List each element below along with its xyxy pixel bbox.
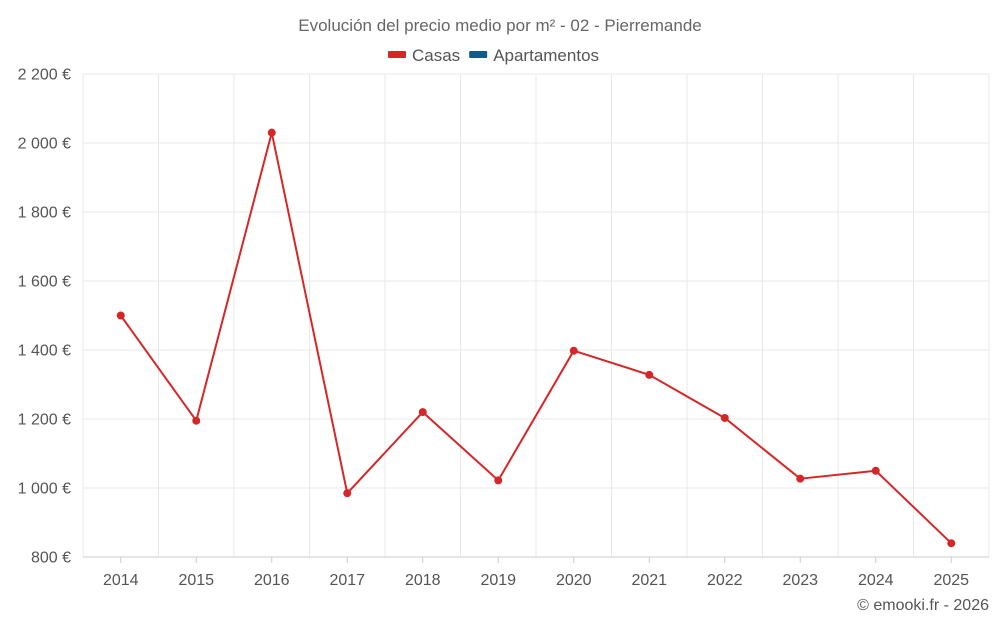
legend-label: Casas bbox=[412, 46, 460, 65]
data-point[interactable] bbox=[418, 408, 427, 417]
chart-title: Evolución del precio medio por m² - 02 -… bbox=[298, 16, 701, 35]
data-point[interactable] bbox=[720, 413, 729, 422]
y-tick-label: 1 000 € bbox=[18, 481, 71, 498]
x-tick-label: 2023 bbox=[782, 572, 818, 589]
series-layer bbox=[116, 128, 956, 548]
legend: Casas Apartamentos bbox=[388, 46, 599, 65]
data-point[interactable] bbox=[645, 370, 654, 379]
data-point[interactable] bbox=[871, 466, 880, 475]
legend-label: Apartamentos bbox=[493, 46, 599, 65]
x-tick-label: 2015 bbox=[178, 572, 214, 589]
x-tick-label: 2018 bbox=[405, 572, 441, 589]
y-tick-label: 1 400 € bbox=[18, 343, 71, 360]
y-tick-label: 1 600 € bbox=[18, 274, 71, 291]
x-tick-label: 2024 bbox=[858, 572, 894, 589]
y-tick-label: 2 200 € bbox=[18, 67, 71, 84]
x-tick-label: 2017 bbox=[329, 572, 365, 589]
y-tick-label: 2 000 € bbox=[18, 136, 71, 153]
legend-item-casas[interactable]: Casas bbox=[388, 46, 460, 65]
data-point[interactable] bbox=[796, 474, 805, 483]
data-point[interactable] bbox=[947, 539, 956, 548]
x-tick-label: 2020 bbox=[556, 572, 592, 589]
data-point[interactable] bbox=[569, 346, 578, 355]
x-tick-label: 2022 bbox=[707, 572, 743, 589]
data-point[interactable] bbox=[267, 128, 276, 137]
x-tick-label: 2021 bbox=[631, 572, 667, 589]
data-point[interactable] bbox=[116, 311, 125, 320]
legend-item-apartamentos[interactable]: Apartamentos bbox=[469, 46, 599, 65]
legend-swatch bbox=[388, 51, 406, 58]
data-point[interactable] bbox=[343, 489, 352, 498]
data-point[interactable] bbox=[494, 476, 503, 485]
series-line bbox=[119, 131, 952, 544]
y-tick-label: 1 200 € bbox=[18, 412, 71, 429]
series-casas bbox=[116, 128, 956, 548]
data-point[interactable] bbox=[192, 416, 201, 425]
axes: 800 € 1 000 € 1 200 € 1 400 € 1 600 € 1 800 €… bbox=[18, 67, 989, 589]
y-tick-label: 1 800 € bbox=[18, 205, 71, 222]
y-tick-label: 800 € bbox=[31, 550, 71, 567]
gridlines bbox=[82, 73, 990, 558]
x-tick-label: 2014 bbox=[103, 572, 139, 589]
x-tick-label: 2025 bbox=[933, 572, 969, 589]
x-tick-label: 2016 bbox=[254, 572, 290, 589]
x-tick-label: 2019 bbox=[480, 572, 516, 589]
credit-text: © emooki.fr - 2026 bbox=[857, 597, 989, 614]
legend-swatch bbox=[469, 51, 488, 58]
